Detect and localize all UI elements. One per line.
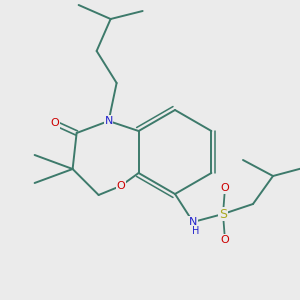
Text: O: O bbox=[50, 118, 59, 128]
Text: H: H bbox=[192, 226, 200, 236]
Text: O: O bbox=[116, 181, 125, 191]
Text: N: N bbox=[189, 217, 197, 227]
Text: N: N bbox=[104, 116, 113, 126]
Text: O: O bbox=[220, 235, 230, 245]
Text: S: S bbox=[219, 208, 227, 220]
Text: O: O bbox=[220, 183, 230, 193]
